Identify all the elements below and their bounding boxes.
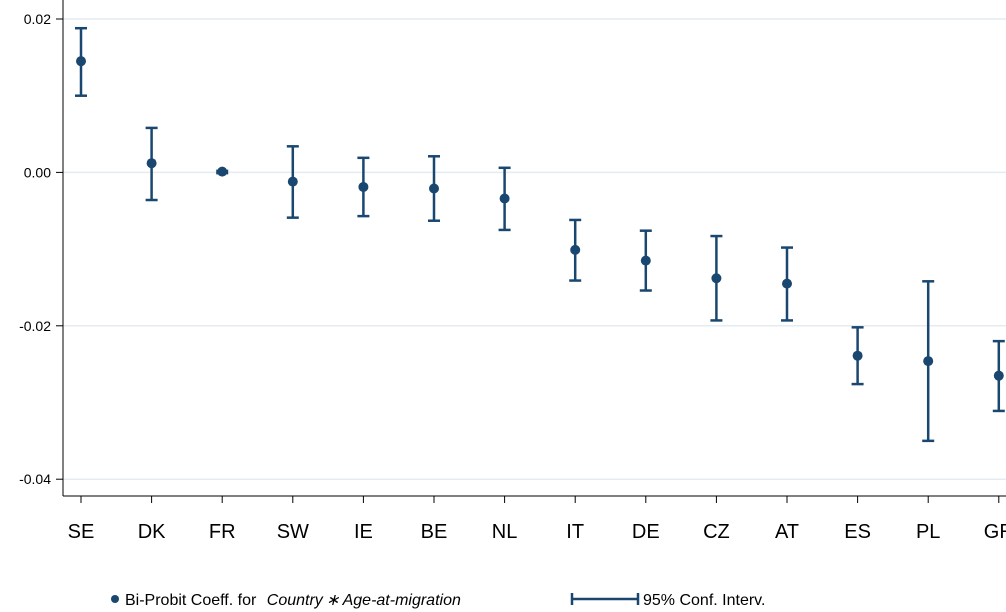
legend-point-label-italic: Country ∗ Age-at-migration: [267, 592, 461, 609]
coefficient-point: [711, 273, 722, 284]
legend: Bi-Probit Coeff. for Country ∗ Age-at-mi…: [111, 592, 765, 609]
legend-point-marker: [111, 595, 119, 603]
x-tick-label: DK: [138, 521, 166, 543]
x-tick-label: GR: [984, 521, 1006, 543]
coefficient-point: [923, 356, 934, 367]
coefficient-point: [287, 176, 298, 187]
y-tick-label: 0.02: [24, 11, 51, 27]
x-tick-label: CZ: [703, 521, 730, 543]
y-tick-labels: 0.02 0.00 -0.02 -0.04: [19, 11, 51, 487]
svg-text:Bi-Probit Coeff. for Cou: Bi-Probit Coeff. for Country ∗ Age-at-mi…: [125, 592, 461, 609]
coefficient-point: [782, 278, 792, 289]
x-tick-label: IT: [566, 521, 584, 543]
coefficient-point: [570, 244, 581, 255]
y-tick-label: -0.04: [19, 471, 51, 487]
y-tick-label: -0.02: [19, 318, 51, 334]
legend-ci-label: 95% Conf. Interv.: [643, 592, 765, 609]
x-tick-label: FR: [209, 521, 236, 543]
x-tick-label: IE: [354, 521, 373, 543]
coefficient-point: [499, 193, 510, 204]
coefficient-point: [358, 181, 369, 192]
coefficient-points: [76, 56, 1004, 381]
x-tick-labels: SE DK FR SW IE BE NL IT DE CZ AT ES PL GR: [68, 521, 1006, 543]
x-tick-label: BE: [421, 521, 448, 543]
x-tick-label: PL: [916, 521, 940, 543]
legend-ci-marker: [570, 593, 640, 605]
coefficient-point: [640, 255, 651, 266]
coefficient-point: [146, 158, 157, 169]
coefficient-point: [993, 370, 1004, 381]
x-tick-label: AT: [775, 521, 799, 543]
coefficient-point: [852, 350, 863, 361]
gridlines: [63, 18, 1006, 480]
axes: [56, 0, 1006, 503]
x-tick-label: ES: [844, 521, 871, 543]
y-tick-label: 0.00: [24, 164, 51, 180]
x-tick-label: SE: [68, 521, 95, 543]
coefficient-point: [76, 56, 86, 67]
x-tick-label: SW: [277, 521, 309, 543]
x-tick-label: NL: [492, 521, 518, 543]
coefficient-point: [217, 166, 228, 177]
x-tick-label: DE: [632, 521, 660, 543]
legend-point-label: Bi-Probit Coeff. for: [125, 592, 257, 609]
confidence-intervals: [75, 26, 1005, 443]
coefficient-point: [429, 183, 439, 194]
